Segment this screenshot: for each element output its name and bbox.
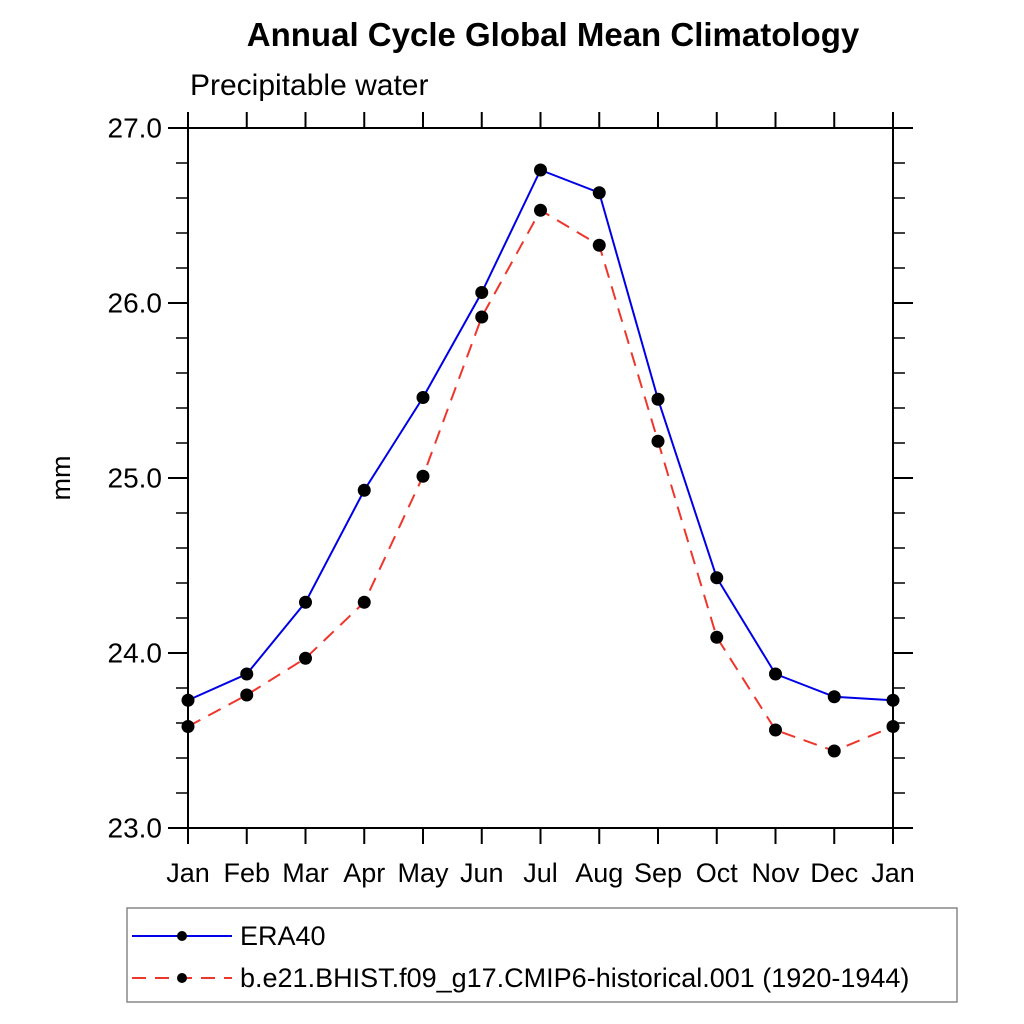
data-point-marker xyxy=(357,595,371,609)
y-tick-label: 24.0 xyxy=(108,638,163,669)
chart-title: Annual Cycle Global Mean Climatology xyxy=(247,16,860,53)
legend-label: ERA40 xyxy=(240,921,326,951)
legend-label: b.e21.BHIST.f09_g17.CMIP6-historical.001… xyxy=(240,963,909,993)
series-line-era40 xyxy=(187,168,894,702)
data-point-marker xyxy=(886,720,900,733)
data-point-marker xyxy=(710,571,724,585)
x-tick-label: Dec xyxy=(810,858,858,888)
x-tick-label: Mar xyxy=(282,858,329,888)
y-tick-label: 23.0 xyxy=(108,813,163,844)
x-tick-label: May xyxy=(397,858,449,888)
chart-subtitle: Precipitable water xyxy=(190,69,428,102)
axes: 23.0 24.0 25.0 26.0 27.0 Jan Feb Mar Apr May Jun Ju… xyxy=(108,112,915,888)
data-point-marker xyxy=(886,693,900,707)
plot-frame xyxy=(187,127,894,829)
data-point-marker xyxy=(534,163,547,177)
series-line-model xyxy=(187,208,894,753)
data-point-marker xyxy=(240,688,254,702)
data-point-marker xyxy=(299,651,312,665)
data-point-marker xyxy=(240,667,254,681)
data-point-marker xyxy=(827,690,841,704)
x-tick-label: Nov xyxy=(751,858,800,888)
x-tick-label: Jul xyxy=(523,858,558,888)
legend-box xyxy=(126,907,958,1003)
data-point-marker xyxy=(592,186,606,200)
data-point-marker xyxy=(416,469,430,483)
data-series xyxy=(181,163,900,758)
x-tick-label: Aug xyxy=(575,858,623,888)
data-point-marker xyxy=(651,392,665,406)
data-point-marker xyxy=(181,720,195,733)
legend-marker xyxy=(177,973,187,983)
legend: ERA40 b.e21.BHIST.f09_g17.CMIP6-historica… xyxy=(126,907,958,1003)
x-tick-label: Jan xyxy=(871,858,915,888)
data-point-marker xyxy=(416,391,430,404)
x-tick-label: Jun xyxy=(460,858,504,888)
legend-marker xyxy=(177,931,187,941)
data-point-marker xyxy=(769,723,782,737)
data-point-marker xyxy=(475,310,489,324)
x-tick-label: Apr xyxy=(343,858,385,888)
x-tick-label: Feb xyxy=(223,858,270,888)
data-point-marker xyxy=(534,203,547,217)
y-tick-label: 25.0 xyxy=(108,463,163,494)
data-point-marker xyxy=(181,693,195,707)
data-point-marker xyxy=(827,744,841,758)
x-tick-label: Sep xyxy=(634,858,682,888)
y-tick-label: 27.0 xyxy=(108,113,163,144)
data-point-marker xyxy=(651,434,665,448)
x-tick-label: Jan xyxy=(166,858,210,888)
data-point-marker xyxy=(710,630,724,644)
y-axis-label: mm xyxy=(46,456,76,501)
data-point-marker xyxy=(475,286,489,299)
data-point-marker xyxy=(769,667,782,681)
data-point-marker xyxy=(357,483,371,497)
data-point-marker xyxy=(299,595,312,609)
x-tick-label: Oct xyxy=(696,858,739,888)
data-point-marker xyxy=(592,238,606,252)
y-tick-label: 26.0 xyxy=(108,288,163,319)
